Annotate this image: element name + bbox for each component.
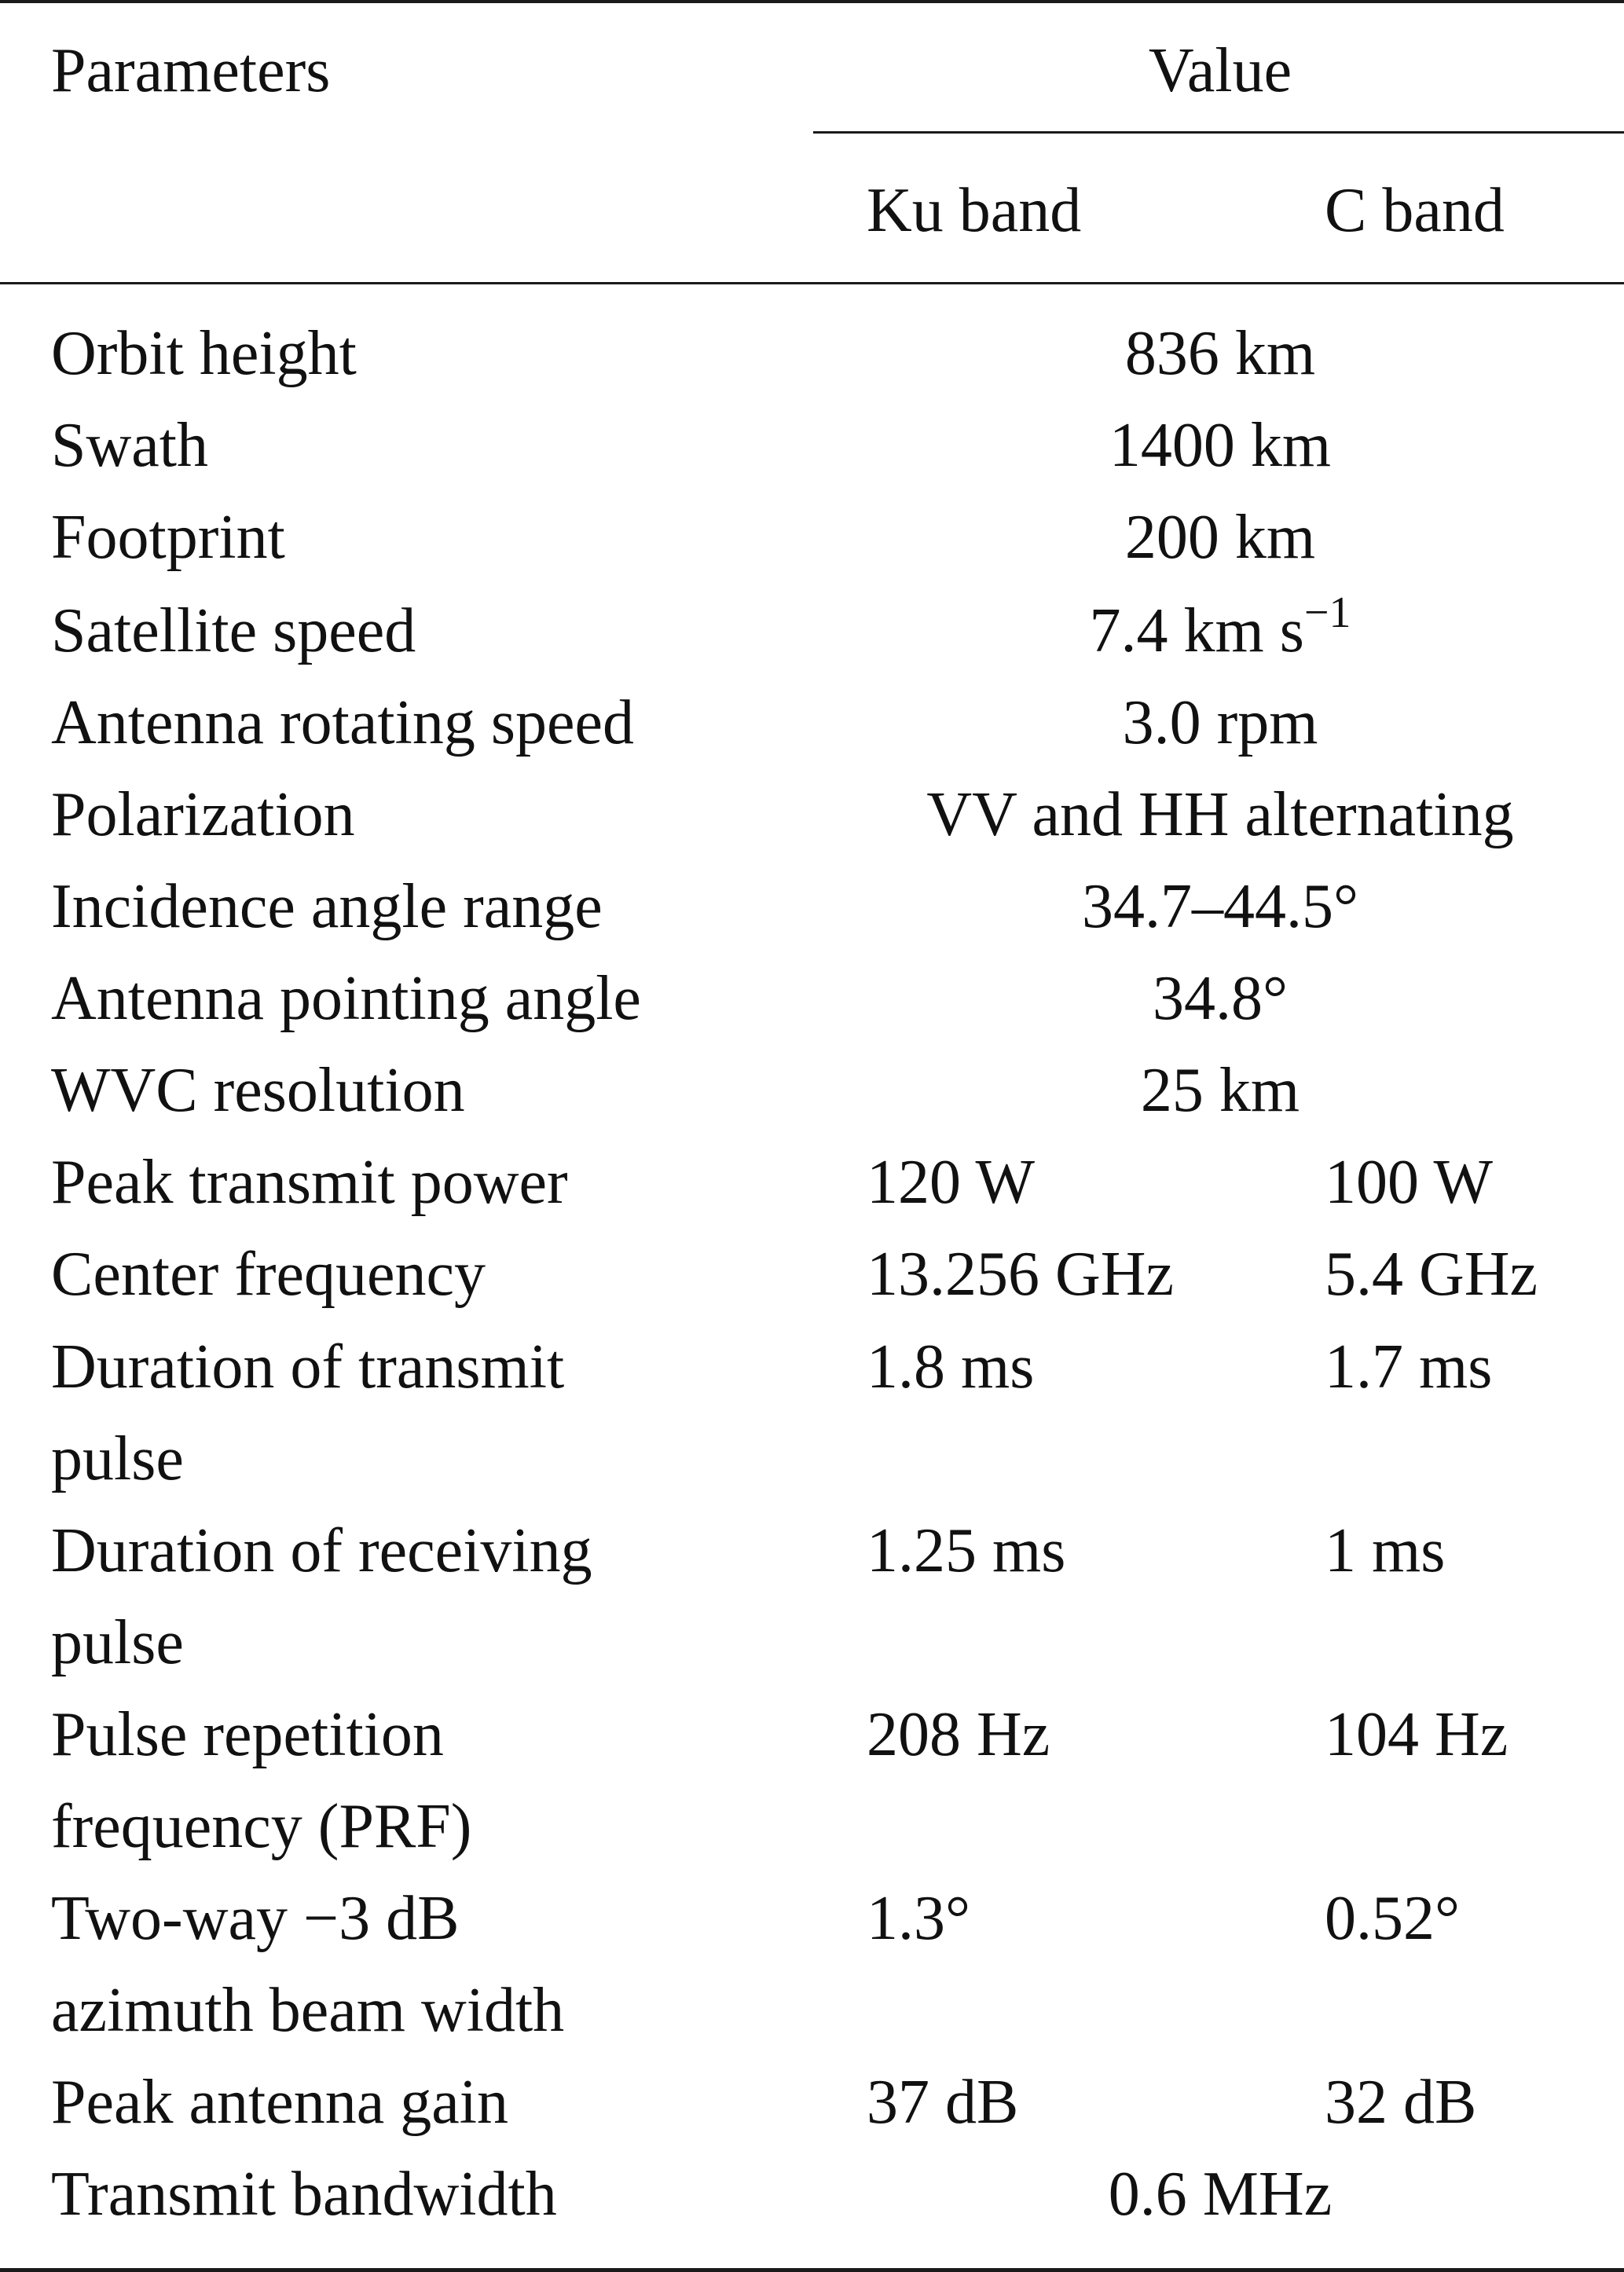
row-c-value: 100 W	[1325, 1148, 1494, 1217]
row-value: 836 km	[1124, 319, 1316, 388]
row-value: 3.0 rpm	[1122, 688, 1318, 757]
row-value: 34.8°	[1153, 964, 1288, 1033]
row-label: Incidence angle range	[51, 872, 603, 941]
row-label: Footprint	[51, 503, 285, 572]
row-ku-value: 37 dB	[867, 2068, 1019, 2137]
row-label: Two-way −3 dB	[51, 1884, 460, 1953]
row-c-value: 5.4 GHz	[1325, 1240, 1538, 1309]
row-label: Antenna rotating speed	[51, 688, 634, 757]
row-label: Polarization	[51, 780, 355, 849]
row-label: Pulse repetition	[51, 1700, 444, 1769]
row-label-continued: frequency (PRF)	[51, 1792, 472, 1861]
row-ku-value: 1.3°	[867, 1884, 970, 1953]
row-ku-value: 1.8 ms	[867, 1332, 1035, 1402]
row-ku-value: 13.256 GHz	[867, 1240, 1175, 1309]
top-rule	[0, 0, 1624, 3]
row-label: Antenna pointing angle	[51, 964, 641, 1033]
bottom-rule	[0, 2268, 1624, 2272]
header-value: Value	[1148, 36, 1292, 105]
row-label: Peak transmit power	[51, 1148, 568, 1217]
row-value: 7.4 km s−1	[1089, 591, 1351, 665]
header-c-band: C band	[1325, 176, 1505, 245]
row-label: WVC resolution	[51, 1056, 465, 1125]
row-value: 34.7–44.5°	[1082, 872, 1358, 941]
row-ku-value: 120 W	[867, 1148, 1036, 1217]
row-label: Transmit bandwidth	[51, 2160, 557, 2229]
header-parameters: Parameters	[51, 36, 331, 105]
row-c-value: 0.52°	[1325, 1884, 1460, 1953]
row-label: Peak antenna gain	[51, 2068, 508, 2137]
row-label: Swath	[51, 411, 208, 480]
row-label: Orbit height	[51, 319, 357, 388]
row-value: 1400 km	[1109, 411, 1332, 480]
value-group-rule	[813, 131, 1624, 134]
row-value: VV and HH alternating	[926, 780, 1514, 849]
row-value: 0.6 MHz	[1108, 2160, 1333, 2229]
row-value-text: 7.4 km s	[1089, 596, 1304, 665]
row-c-value: 32 dB	[1325, 2068, 1477, 2137]
header-rule	[0, 282, 1624, 284]
row-label: Satellite speed	[51, 596, 416, 665]
row-label-continued: azimuth beam width	[51, 1976, 565, 2045]
row-value: 25 km	[1140, 1056, 1300, 1125]
row-label: Center frequency	[51, 1240, 486, 1309]
row-c-value: 1.7 ms	[1325, 1332, 1493, 1402]
row-c-value: 104 Hz	[1325, 1700, 1509, 1769]
row-ku-value: 208 Hz	[867, 1700, 1050, 1769]
row-label: Duration of transmit	[51, 1332, 565, 1402]
row-value-exponent: −1	[1303, 588, 1351, 638]
row-c-value: 1 ms	[1325, 1516, 1446, 1585]
row-label-continued: pulse	[51, 1608, 184, 1677]
row-label: Duration of receiving	[51, 1516, 592, 1585]
header-ku-band: Ku band	[867, 176, 1082, 245]
row-ku-value: 1.25 ms	[867, 1516, 1066, 1585]
row-label-continued: pulse	[51, 1424, 184, 1493]
row-value: 200 km	[1124, 503, 1316, 572]
